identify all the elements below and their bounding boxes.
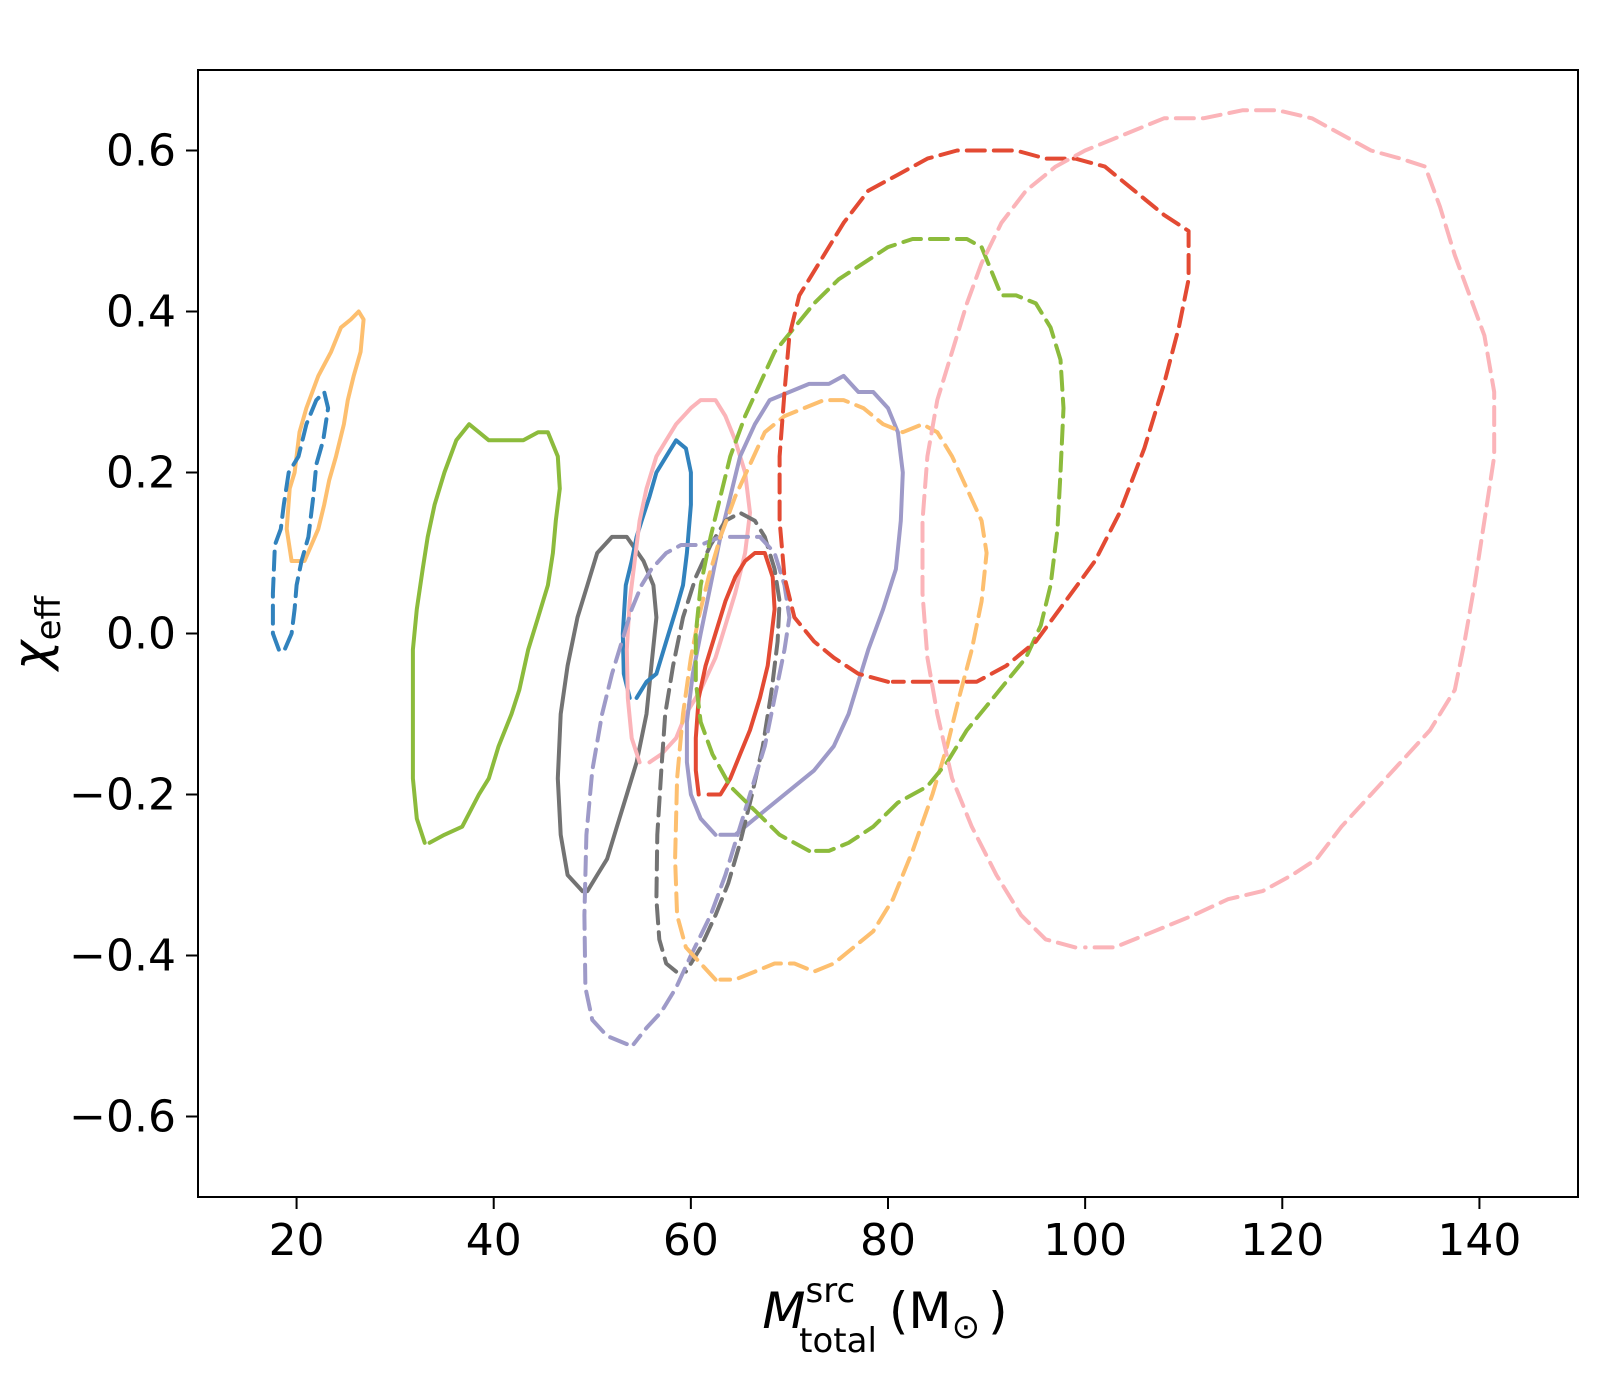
- y-tick-label: −0.2: [69, 770, 176, 821]
- x-tick-label: 40: [466, 1215, 522, 1266]
- plot-area-frame: [197, 69, 1579, 1198]
- contour-series-12: [693, 237, 1066, 853]
- x-axis-label-sub: total: [799, 1321, 877, 1361]
- contour-series-4: [555, 534, 659, 894]
- y-axis-ticks: 0.6 0.4 0.2 0.0 −0.2 −0.4 −0.6: [69, 126, 198, 1143]
- x-tick-label: 80: [860, 1215, 916, 1266]
- y-tick-label: −0.6: [69, 1092, 176, 1143]
- y-tick-label: 0.6: [106, 126, 176, 177]
- x-axis-label-unit-close: ): [988, 1282, 1008, 1340]
- contour-series-2: [270, 390, 331, 652]
- contour-series-7: [684, 373, 905, 837]
- contour-series-11: [673, 398, 989, 982]
- y-tick-label: 0.0: [106, 609, 176, 660]
- x-axis-label-unit-sub: ⊙: [952, 1307, 981, 1347]
- y-axis-label: χeff: [2, 594, 69, 673]
- contour-series-3: [410, 422, 562, 845]
- x-tick-label: 120: [1240, 1215, 1324, 1266]
- contour-series-5: [620, 438, 693, 700]
- contour-series-8: [693, 551, 777, 797]
- x-axis-label-main: M: [762, 1282, 805, 1340]
- y-tick-label: −0.4: [69, 931, 176, 982]
- contour-series-13: [777, 148, 1191, 684]
- x-axis-label-unit: (M: [889, 1282, 952, 1340]
- y-tick-label: 0.2: [106, 448, 176, 499]
- contour-series-layer: [270, 108, 1497, 1047]
- x-tick-label: 60: [663, 1215, 719, 1266]
- contour-series-10: [582, 534, 792, 1047]
- contour-series-1: [284, 309, 366, 563]
- x-axis-ticks: 20 40 60 80 100 120 140: [269, 1197, 1521, 1266]
- x-axis-label-sup: src: [806, 1271, 856, 1311]
- x-axis-label: Msrc total (M⊙): [762, 1271, 1007, 1361]
- y-axis-label-sub: eff: [29, 594, 69, 640]
- y-tick-label: 0.4: [106, 287, 176, 338]
- y-axis-label-main: χ: [2, 638, 60, 673]
- contour-series-14: [920, 108, 1497, 950]
- contour-series-6: [624, 398, 752, 765]
- x-tick-label: 20: [269, 1215, 325, 1266]
- x-tick-label: 100: [1043, 1215, 1127, 1266]
- contour-series-9: [654, 510, 782, 974]
- x-tick-label: 140: [1437, 1215, 1521, 1266]
